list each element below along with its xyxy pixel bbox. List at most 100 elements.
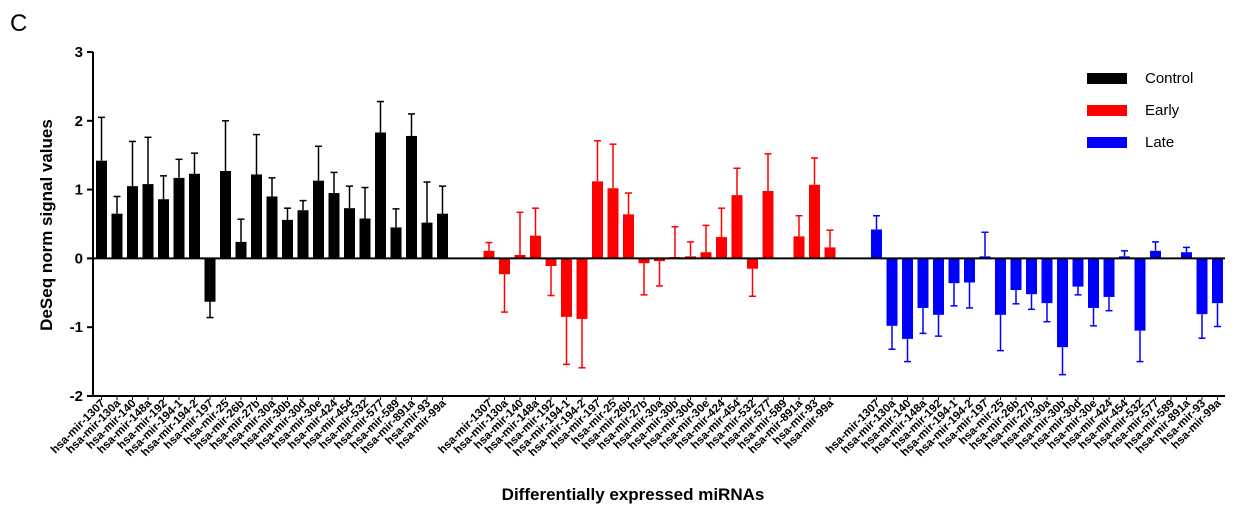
error-bar-early-hsa-mir-194-2 (578, 318, 586, 369)
bar-early-hsa-mir-99a (824, 247, 836, 259)
bar-early-hsa-mir-194-2 (576, 258, 588, 319)
error-bar-early-hsa-mir-30d (687, 241, 694, 257)
legend-item-early: Early (1087, 102, 1180, 119)
bar-control-hsa-mir-27b (251, 174, 262, 259)
error-bar-early-hsa-mir-891a (795, 214, 803, 237)
panel-label: C (10, 10, 28, 37)
bar-early-hsa-mir-30a (654, 258, 665, 262)
bar-late-hsa-mir-30a (1041, 258, 1053, 304)
error-bar-early-hsa-mir-130a (501, 274, 508, 313)
error-bar-late-hsa-mir-30a (1043, 303, 1051, 323)
error-bar-late-hsa-mir-891a (1183, 246, 1190, 253)
bar-late-hsa-mir-891a (1181, 252, 1192, 259)
error-bar-late-hsa-mir-140 (904, 338, 911, 363)
error-bar-control-hsa-mir-194-1 (175, 158, 183, 178)
error-bar-control-hsa-mir-891a (408, 113, 415, 136)
bar-early-hsa-mir-577 (762, 190, 774, 259)
bar-late-hsa-mir-1307 (871, 229, 882, 259)
error-bar-control-hsa-mir-93 (423, 181, 431, 223)
error-bar-early-hsa-mir-25 (609, 143, 617, 189)
bar-early-hsa-mir-27b (638, 258, 650, 264)
error-bar-control-hsa-mir-589 (392, 208, 400, 228)
bar-early-hsa-mir-30e (700, 252, 712, 259)
error-bar-early-hsa-mir-194-1 (563, 316, 570, 366)
legend-swatch (1087, 73, 1127, 84)
bar-control-hsa-mir-194-2 (189, 173, 200, 259)
bar-early-hsa-mir-424 (716, 237, 727, 259)
error-bar-early-hsa-mir-93 (811, 157, 818, 185)
bar-control-hsa-mir-194-1 (173, 177, 185, 259)
bar-control-hsa-mir-577 (375, 132, 386, 259)
bar-late-hsa-mir-140 (902, 258, 913, 339)
bar-control-hsa-mir-99a (437, 213, 448, 259)
bar-control-hsa-mir-424 (328, 193, 340, 259)
error-bars-layer (98, 100, 1221, 376)
error-bar-control-hsa-mir-25 (222, 120, 229, 172)
error-bar-late-hsa-mir-192 (935, 314, 942, 337)
bar-control-hsa-mir-30e (313, 180, 324, 259)
bar-control-hsa-mir-192 (158, 199, 169, 259)
error-bar-late-hsa-mir-454 (1121, 250, 1128, 257)
error-bar-control-hsa-mir-194-2 (191, 152, 198, 174)
bar-late-hsa-mir-30e (1088, 258, 1099, 308)
axes-layer: -2 -1 0 1 2 3 (70, 44, 1225, 405)
bar-late-hsa-mir-197 (979, 256, 991, 259)
legend: Control Early Late (1087, 70, 1193, 151)
bar-early-hsa-mir-148a (530, 235, 541, 259)
bar-late-hsa-mir-130a (886, 258, 898, 326)
y-tick-label: 1 (75, 182, 83, 199)
error-bar-early-hsa-mir-577 (764, 153, 772, 191)
x-axis-label: Differentially expressed miRNAs (502, 485, 765, 504)
error-bar-early-hsa-mir-192 (547, 265, 555, 297)
bar-control-hsa-mir-30a (266, 196, 278, 259)
error-bar-late-hsa-mir-194-2 (966, 282, 973, 309)
error-bar-early-hsa-mir-424 (718, 207, 725, 238)
error-bar-early-hsa-mir-30b (671, 226, 679, 258)
error-bar-control-hsa-mir-577 (377, 100, 384, 133)
error-bar-late-hsa-mir-30e (1090, 307, 1097, 327)
bar-control-hsa-mir-130a (111, 213, 123, 259)
error-bar-late-hsa-mir-30b (1059, 347, 1066, 376)
bar-late-hsa-mir-148a (917, 258, 929, 308)
bar-control-hsa-mir-26b (235, 241, 247, 259)
error-bar-control-hsa-mir-30b (284, 207, 291, 220)
error-bar-early-hsa-mir-27b (640, 263, 648, 296)
error-bar-late-hsa-mir-1307 (873, 214, 880, 230)
error-bar-control-hsa-mir-424 (330, 171, 338, 194)
bar-late-hsa-mir-194-1 (948, 258, 960, 284)
error-bar-late-hsa-mir-532 (1136, 330, 1144, 363)
bar-late-hsa-mir-424 (1103, 258, 1115, 297)
error-bar-early-hsa-mir-148a (532, 207, 539, 236)
legend-label: Late (1145, 134, 1174, 151)
x-tick-labels: hsa-mir-1307hsa-mir-130ahsa-mir-140hsa-m… (49, 397, 1224, 459)
bar-late-hsa-mir-27b (1026, 258, 1037, 295)
bar-early-hsa-mir-192 (545, 258, 557, 266)
bar-late-hsa-mir-26b (1010, 258, 1022, 291)
error-bar-control-hsa-mir-26b (237, 218, 245, 242)
error-bar-early-hsa-mir-30e (702, 224, 710, 253)
error-bar-early-hsa-mir-197 (594, 140, 601, 182)
bar-late-hsa-mir-192 (933, 258, 944, 315)
error-bar-control-hsa-mir-532 (361, 186, 369, 219)
bar-late-hsa-mir-30b (1057, 258, 1068, 348)
error-bar-late-hsa-mir-197 (981, 231, 989, 257)
error-bar-control-hsa-mir-148a (144, 136, 152, 185)
error-bar-control-hsa-mir-30d (299, 199, 307, 211)
legend-label: Control (1145, 70, 1193, 87)
bar-control-hsa-mir-30b (282, 219, 293, 259)
bar-late-hsa-mir-194-2 (964, 258, 975, 283)
error-bar-control-hsa-mir-1307 (98, 116, 105, 161)
error-bar-early-hsa-mir-532 (749, 268, 756, 297)
bar-early-hsa-mir-194-1 (561, 258, 572, 317)
y-tick-label: -2 (70, 388, 83, 405)
error-bar-late-hsa-mir-93 (1198, 314, 1206, 339)
error-bar-late-hsa-mir-25 (997, 314, 1004, 352)
error-bar-control-hsa-mir-140 (129, 140, 136, 187)
bar-late-hsa-mir-577 (1150, 250, 1161, 259)
error-bar-control-hsa-mir-130a (113, 195, 121, 214)
error-bar-late-hsa-mir-99a (1214, 303, 1221, 328)
bar-early-hsa-mir-130a (499, 258, 510, 275)
error-bar-late-hsa-mir-424 (1105, 296, 1113, 312)
bar-late-hsa-mir-532 (1134, 258, 1146, 331)
